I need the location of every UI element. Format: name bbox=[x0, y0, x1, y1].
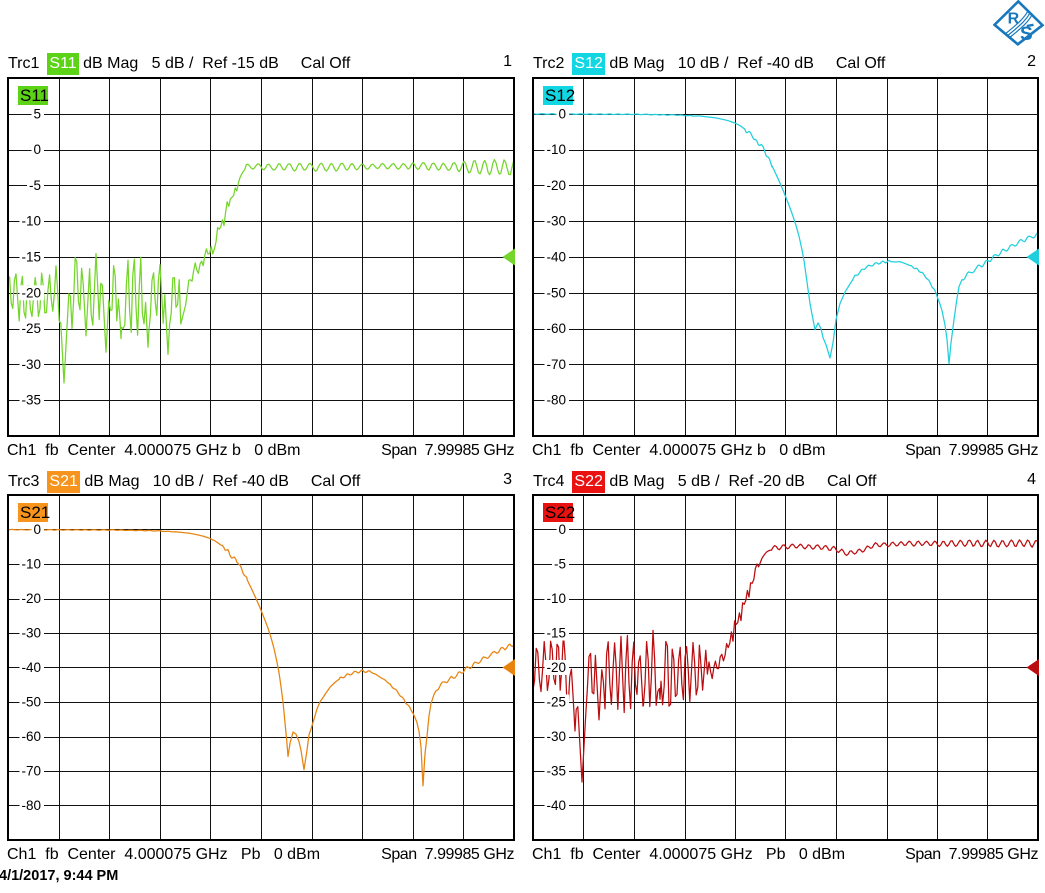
svg-text:-50: -50 bbox=[21, 695, 41, 710]
svg-text:-10: -10 bbox=[21, 214, 41, 229]
svg-text:-70: -70 bbox=[546, 357, 566, 372]
svg-text:0: 0 bbox=[558, 522, 566, 537]
svg-text:-25: -25 bbox=[21, 321, 41, 336]
svg-text:0: 0 bbox=[558, 106, 566, 121]
svg-text:-20: -20 bbox=[21, 591, 41, 606]
svg-text:S: S bbox=[1020, 24, 1033, 45]
svg-text:-20: -20 bbox=[21, 285, 41, 300]
svg-text:-25: -25 bbox=[546, 695, 566, 710]
svg-text:-35: -35 bbox=[21, 393, 41, 408]
svg-text:-20: -20 bbox=[546, 178, 566, 193]
svg-text:-30: -30 bbox=[546, 214, 566, 229]
svg-text:-10: -10 bbox=[546, 142, 566, 157]
svg-text:-40: -40 bbox=[546, 250, 566, 265]
svg-text:-20: -20 bbox=[546, 660, 566, 675]
svg-text:S11: S11 bbox=[20, 86, 49, 105]
svg-text:-60: -60 bbox=[21, 729, 41, 744]
svg-text:S21: S21 bbox=[20, 503, 50, 522]
svg-text:-30: -30 bbox=[546, 729, 566, 744]
svg-text:-10: -10 bbox=[21, 557, 41, 572]
svg-text:-30: -30 bbox=[21, 626, 41, 641]
svg-text:-60: -60 bbox=[546, 321, 566, 336]
svg-text:S22: S22 bbox=[545, 503, 575, 522]
svg-text:-35: -35 bbox=[546, 764, 566, 779]
svg-text:-5: -5 bbox=[554, 557, 566, 572]
svg-text:-30: -30 bbox=[21, 357, 41, 372]
svg-text:-5: -5 bbox=[29, 178, 41, 193]
svg-text:-15: -15 bbox=[21, 250, 41, 265]
svg-text:-80: -80 bbox=[21, 798, 41, 813]
svg-text:R: R bbox=[1008, 11, 1020, 28]
svg-text:-15: -15 bbox=[546, 626, 566, 641]
svg-text:-50: -50 bbox=[546, 285, 566, 300]
svg-text:5: 5 bbox=[33, 106, 41, 121]
svg-text:-80: -80 bbox=[546, 393, 566, 408]
svg-text:-40: -40 bbox=[546, 798, 566, 813]
svg-text:-10: -10 bbox=[546, 591, 566, 606]
svg-text:0: 0 bbox=[33, 142, 41, 157]
svg-text:0: 0 bbox=[33, 522, 41, 537]
svg-text:-40: -40 bbox=[21, 660, 41, 675]
svg-text:-70: -70 bbox=[21, 764, 41, 779]
svg-text:S12: S12 bbox=[545, 86, 575, 105]
